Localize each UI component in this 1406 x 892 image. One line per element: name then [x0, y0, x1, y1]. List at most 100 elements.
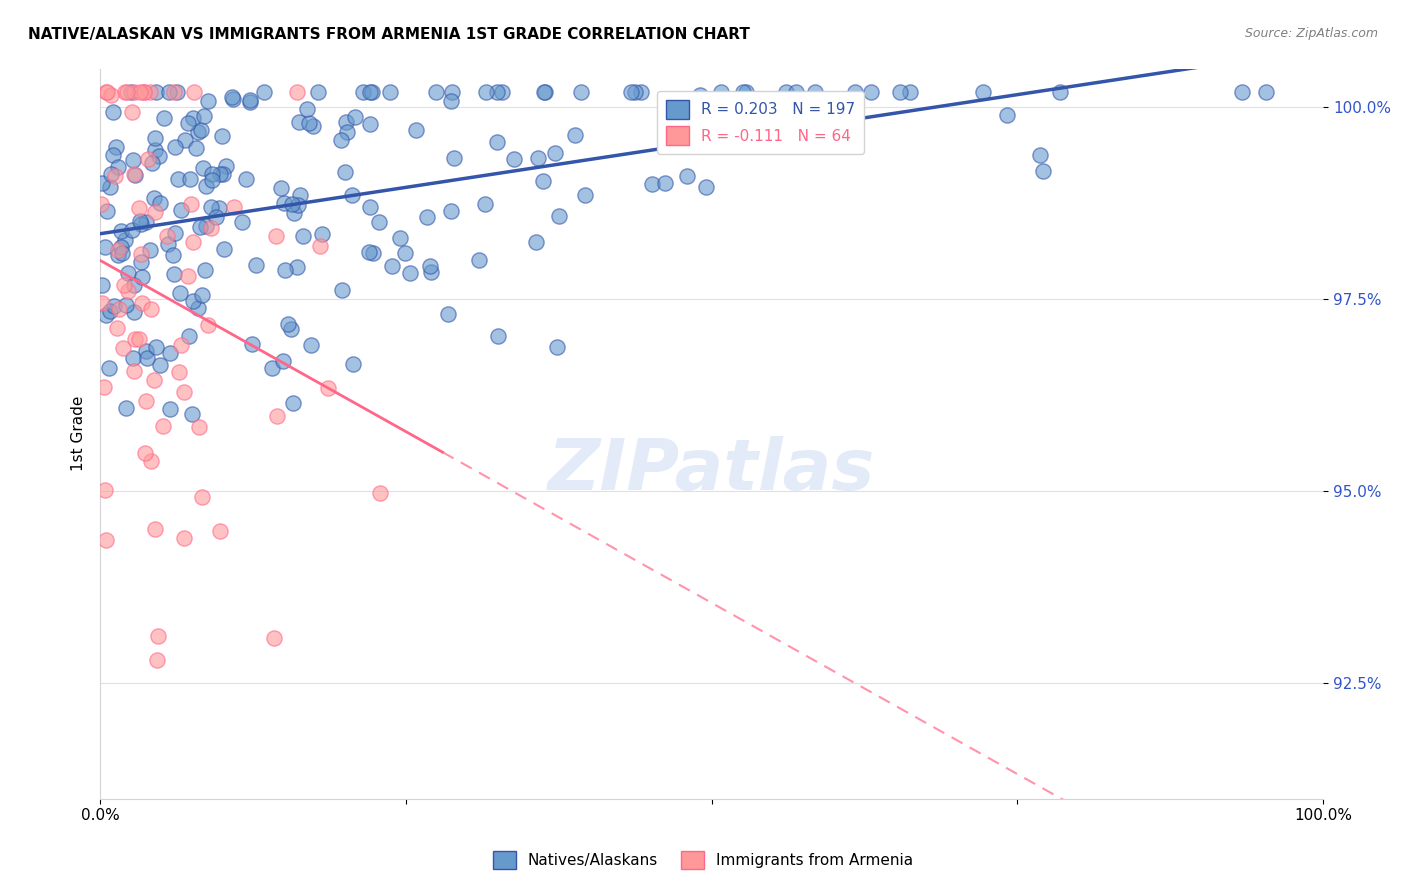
Point	[399, 266, 422, 280]
Point	[298, 116, 321, 130]
Point	[114, 401, 136, 415]
Point	[215, 159, 238, 173]
Point	[131, 269, 153, 284]
Point	[143, 205, 166, 219]
Point	[336, 125, 359, 139]
Point	[124, 278, 146, 293]
Point	[695, 179, 717, 194]
Point	[1029, 148, 1052, 162]
Point	[139, 454, 162, 468]
Point	[654, 176, 676, 190]
Point	[129, 213, 152, 227]
Point	[163, 227, 186, 241]
Legend: R = 0.203   N = 197, R = -0.111   N = 64: R = 0.203 N = 197, R = -0.111 N = 64	[657, 91, 865, 154]
Point	[120, 85, 142, 99]
Point	[361, 85, 384, 99]
Point	[1256, 85, 1278, 99]
Point	[352, 85, 374, 99]
Point	[194, 263, 217, 277]
Point	[533, 85, 555, 99]
Point	[201, 167, 224, 181]
Point	[122, 364, 145, 378]
Point	[112, 278, 135, 293]
Point	[190, 123, 212, 137]
Point	[486, 85, 509, 99]
Point	[361, 245, 384, 260]
Point	[844, 85, 866, 99]
Point	[288, 115, 311, 129]
Point	[544, 145, 567, 160]
Point	[108, 301, 131, 316]
Point	[181, 293, 204, 308]
Point	[148, 148, 170, 162]
Point	[329, 132, 352, 146]
Point	[94, 533, 117, 547]
Point	[280, 321, 302, 335]
Point	[285, 85, 308, 99]
Point	[1230, 85, 1253, 99]
Point	[335, 165, 357, 179]
Point	[440, 94, 463, 108]
Point	[437, 307, 460, 321]
Point	[420, 265, 443, 279]
Point	[359, 200, 381, 214]
Point	[128, 332, 150, 346]
Point	[134, 446, 156, 460]
Point	[311, 227, 333, 241]
Point	[121, 153, 143, 168]
Point	[359, 117, 381, 131]
Point	[143, 373, 166, 387]
Point	[107, 161, 129, 175]
Point	[96, 204, 118, 219]
Point	[143, 143, 166, 157]
Point	[90, 278, 112, 293]
Point	[295, 103, 318, 117]
Point	[309, 239, 332, 253]
Point	[995, 108, 1018, 122]
Point	[153, 111, 176, 125]
Point	[129, 247, 152, 261]
Point	[359, 245, 381, 260]
Point	[204, 210, 226, 224]
Point	[104, 169, 127, 183]
Point	[117, 267, 139, 281]
Point	[176, 268, 198, 283]
Point	[531, 174, 554, 188]
Point	[101, 147, 124, 161]
Point	[569, 85, 592, 99]
Point	[124, 332, 146, 346]
Point	[193, 109, 215, 123]
Point	[181, 407, 204, 421]
Point	[546, 340, 568, 354]
Point	[342, 357, 364, 371]
Point	[191, 161, 214, 175]
Point	[343, 110, 366, 124]
Point	[124, 85, 146, 99]
Point	[90, 196, 112, 211]
Point	[281, 196, 304, 211]
Point	[195, 219, 218, 234]
Point	[146, 652, 169, 666]
Point	[167, 171, 190, 186]
Point	[200, 221, 222, 235]
Point	[136, 153, 159, 167]
Point	[163, 140, 186, 154]
Point	[93, 380, 115, 394]
Point	[93, 240, 115, 254]
Point	[292, 229, 315, 244]
Point	[898, 85, 921, 99]
Point	[266, 409, 288, 424]
Point	[368, 485, 391, 500]
Point	[380, 85, 402, 99]
Point	[832, 137, 855, 152]
Point	[381, 259, 404, 273]
Point	[503, 152, 526, 166]
Point	[177, 329, 200, 343]
Point	[240, 337, 263, 351]
Point	[115, 298, 138, 312]
Point	[149, 359, 172, 373]
Point	[190, 219, 212, 234]
Point	[105, 321, 128, 335]
Point	[122, 168, 145, 182]
Point	[1032, 163, 1054, 178]
